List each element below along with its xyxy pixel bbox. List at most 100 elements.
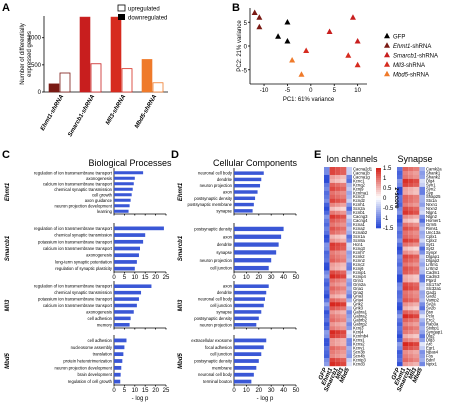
e-syn-cell [413, 198, 420, 204]
c-category-label: brain development [78, 372, 113, 377]
e-ion-cell [335, 170, 341, 176]
a-y-tick-label: 0 [38, 90, 42, 96]
e-ion-cell [340, 174, 347, 180]
e-ion-cell [335, 226, 341, 231]
e-syn-gene-label: Rims1 [426, 226, 439, 231]
e-syn-cell [402, 338, 409, 343]
c-category-label: regulation of ion transmembrane transpor… [34, 284, 113, 289]
e-syn-cell [408, 266, 414, 271]
b-legend-label: Mll3-shRNA [393, 63, 425, 69]
d-bar [234, 284, 269, 288]
e-syn-cell [413, 167, 420, 172]
e-syn-cell [402, 262, 409, 267]
e-ion-gene-label: Grik2 [353, 302, 364, 307]
e-ion-cell [329, 326, 336, 331]
c-bar [114, 176, 135, 180]
b-point [345, 52, 352, 58]
c-bar [114, 372, 121, 377]
c-bar [114, 303, 137, 308]
e-ion-cell [335, 342, 341, 347]
b-point [326, 28, 333, 34]
e-syn-cell [408, 262, 414, 267]
e-ion-cell [335, 186, 341, 192]
e-ion-cell [329, 194, 336, 200]
c-bar [114, 359, 123, 363]
e-ion-cell [346, 342, 352, 347]
b-legend-suffix: -shRNA [404, 63, 425, 69]
c-bar [114, 297, 139, 301]
e-syn-cell [413, 206, 420, 211]
e-ion-cell [340, 202, 347, 207]
d-title: Cellular Components [213, 158, 298, 168]
e-syn-cell [408, 314, 414, 319]
e-syn-cell [402, 298, 409, 303]
e-colorbar-segment [376, 222, 381, 225]
e-syn-cell [397, 254, 403, 259]
e-syn-cell [397, 306, 403, 311]
e-ion-cell [346, 318, 352, 323]
e-syn-gene-label: Npas4 [426, 349, 439, 354]
e-colorbar-segment [376, 216, 381, 219]
e-syn-cell [397, 290, 403, 295]
e-syn-cell [408, 246, 414, 251]
c-bar [114, 198, 131, 202]
e-syn-cell [408, 322, 414, 327]
e-ion-cell [335, 258, 341, 263]
d-x-tick-label: 10 [243, 388, 250, 394]
e-syn-cell [419, 226, 425, 231]
d-x-tick-label: 50 [293, 275, 300, 281]
a-y-tick-label: 500 [31, 63, 42, 69]
e-ion-gene-label: Kcnq3 [353, 246, 366, 251]
e-syn-cell [413, 270, 420, 275]
e-syn-cell [408, 310, 414, 315]
e-syn-cell [408, 167, 414, 172]
e-syn-cell [402, 266, 409, 271]
e-title-ion: Ion channels [326, 154, 378, 164]
a-y-label-line: Number of differentially [20, 23, 26, 85]
e-ion-cell [335, 294, 341, 299]
d-bar [234, 290, 267, 295]
a-legend-up-swatch [117, 4, 126, 12]
e-syn-cell [402, 278, 409, 283]
e-syn-cell [419, 310, 425, 315]
e-syn-cell [402, 334, 409, 339]
e-ion-cell [324, 167, 330, 172]
e-ion-cell [329, 210, 336, 215]
e-ion-column-label: Mll3 [335, 367, 346, 381]
e-syn-cell [397, 270, 403, 275]
c-x-tick-label: 5 [123, 275, 127, 281]
e-ion-cell [329, 286, 336, 291]
e-ion-cell [340, 262, 347, 267]
e-syn-cell [419, 190, 425, 196]
d-category-label: axon [223, 190, 233, 195]
e-ion-cell [329, 298, 336, 303]
e-syn-cell [402, 234, 409, 239]
e-ion-cell [324, 346, 330, 351]
e-ion-cell [329, 302, 336, 307]
d-bar [234, 226, 284, 232]
e-syn-cell [408, 342, 414, 347]
e-ion-gene-label: Scn3b [353, 349, 366, 354]
e-syn-cell [419, 250, 425, 255]
e-ion-cell [329, 170, 336, 176]
e-ion-cell [329, 346, 336, 351]
e-syn-cell [397, 330, 403, 335]
e-syn-cell [419, 210, 425, 215]
e-syn-cell [397, 326, 403, 331]
e-ion-cell [346, 350, 352, 355]
e-syn-cell [397, 186, 403, 192]
e-syn-gene-label: Snap25 [426, 194, 441, 199]
e-syn-cell [397, 266, 403, 271]
e-syn-cell [402, 222, 409, 227]
panel-b-pca-scatter: -10 -5 0 5 10 -5 0 5 PC1: 61% variance PC2: 21% v… [237, 8, 438, 103]
e-ion-cell [324, 194, 330, 200]
e-colorbar-tick-label: 1 [383, 176, 387, 182]
c-bar [114, 316, 131, 321]
e-syn-cell [408, 242, 414, 247]
e-ion-gene-label: Gabrg2 [353, 322, 368, 327]
e-syn-gene-label: Fos [426, 353, 433, 358]
e-ion-cell [324, 258, 330, 263]
e-ion-gene-label: Kcnb1 [353, 210, 366, 215]
e-syn-cell [413, 250, 420, 255]
e-ion-gene-label: Kcnip1 [353, 270, 366, 275]
